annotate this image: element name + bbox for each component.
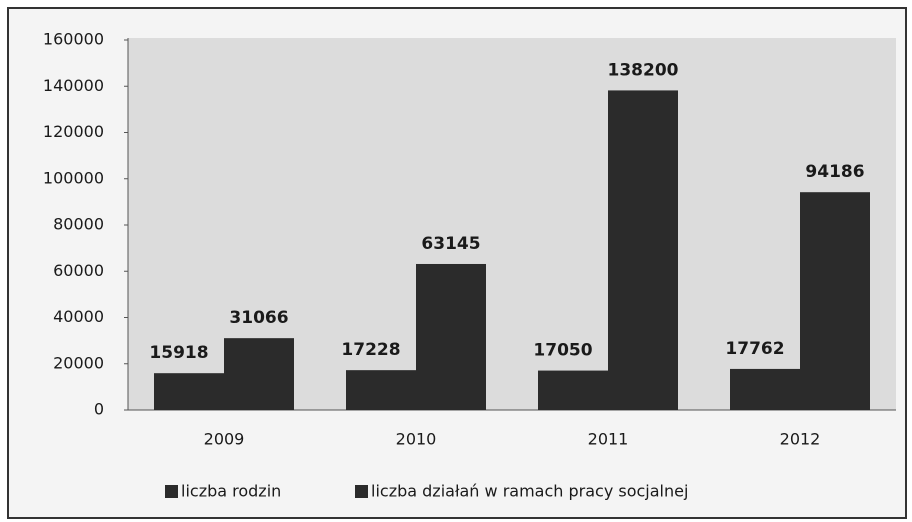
value-label: 17050 bbox=[533, 341, 592, 361]
value-label: 138200 bbox=[608, 60, 679, 80]
x-tick-label: 2009 bbox=[204, 430, 245, 449]
y-tick-label: 80000 bbox=[53, 215, 104, 234]
bar bbox=[224, 338, 294, 410]
x-tick-label: 2011 bbox=[588, 430, 629, 449]
value-label: 15918 bbox=[149, 343, 208, 363]
value-label: 31066 bbox=[229, 308, 288, 328]
value-label: 63145 bbox=[421, 234, 480, 254]
bar bbox=[538, 370, 608, 410]
y-tick-label: 140000 bbox=[43, 76, 104, 95]
y-tick-label: 40000 bbox=[53, 307, 104, 326]
bar bbox=[154, 373, 224, 410]
legend-swatch bbox=[355, 485, 368, 498]
y-tick-label: 160000 bbox=[43, 30, 104, 49]
y-tick-label: 100000 bbox=[43, 168, 104, 187]
legend-label: liczba rodzin bbox=[181, 482, 281, 501]
bar bbox=[800, 192, 870, 410]
y-tick-label: 60000 bbox=[53, 261, 104, 280]
bar bbox=[730, 368, 800, 410]
value-label: 94186 bbox=[805, 162, 864, 182]
legend-label: liczba działań w ramach pracy socjalnej bbox=[371, 482, 688, 501]
value-label: 17762 bbox=[725, 339, 784, 359]
x-tick-label: 2010 bbox=[396, 430, 437, 449]
value-label: 17228 bbox=[341, 340, 400, 360]
legend-swatch bbox=[165, 485, 178, 498]
bar bbox=[346, 370, 416, 410]
y-tick-label: 0 bbox=[94, 400, 104, 419]
x-tick-label: 2012 bbox=[780, 430, 821, 449]
y-tick-label: 20000 bbox=[53, 353, 104, 372]
y-tick-label: 120000 bbox=[43, 122, 104, 141]
bar bbox=[416, 263, 486, 410]
bar bbox=[608, 90, 678, 410]
